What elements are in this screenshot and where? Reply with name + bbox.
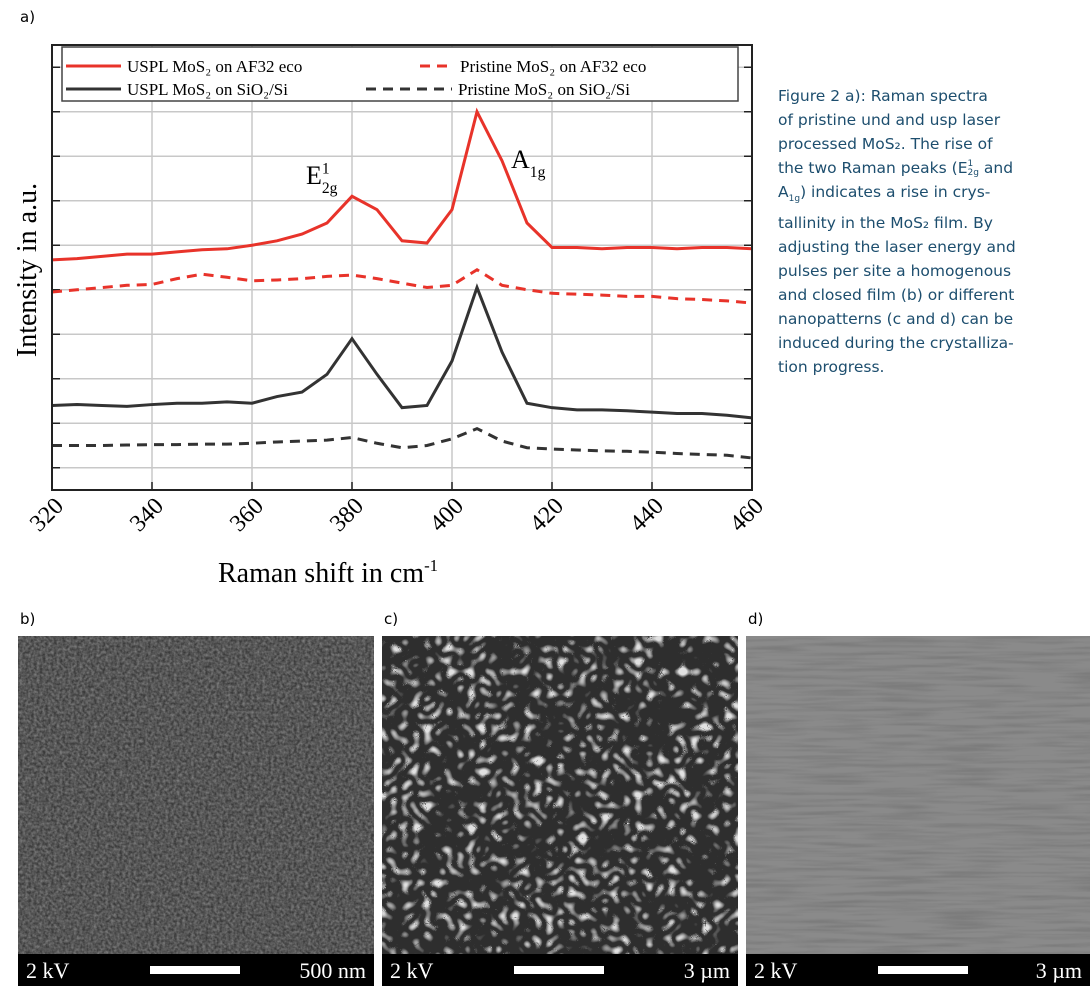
caption-text: nanopatterns (c and d) can be xyxy=(778,310,1013,328)
caption-line: tallinity in the MoS₂ film. By xyxy=(778,211,1088,235)
x-axis-label: Raman shift in cm-1 xyxy=(218,556,438,589)
legend-label: Pristine MoS₂ on AF32 eco xyxy=(460,57,646,76)
panel-label: d) xyxy=(748,610,763,628)
caption-text: of pristine und and usp laser xyxy=(778,111,1000,129)
y-axis-label: Intensity in a.u. xyxy=(12,183,43,357)
x-tick-label: 360 xyxy=(225,493,269,537)
caption-line: adjusting the laser energy and xyxy=(778,235,1088,259)
x-axis-label-main: Raman shift in cm xyxy=(218,558,424,589)
x-tick-label: 340 xyxy=(125,493,169,537)
caption-text: the two Raman peaks (E xyxy=(778,159,968,177)
scale-bar xyxy=(514,966,604,974)
caption-text: induced during the crystalliza- xyxy=(778,334,1014,352)
voltage-label: 2 kV xyxy=(754,958,798,983)
scale-label: 3 µm xyxy=(1036,958,1082,983)
annotation-sub: 2g xyxy=(322,180,338,197)
panel-label: b) xyxy=(20,610,35,628)
scale-bar xyxy=(150,966,240,974)
legend-label: Pristine MoS₂ on SiO₂/Si xyxy=(458,80,630,99)
x-axis-label-sup: -1 xyxy=(424,556,438,575)
page: a) 320 340 360 380 400 420 440 460 USPL MoS₂ on … xyxy=(0,0,1090,986)
voltage-label: 2 kV xyxy=(26,958,70,983)
caption-line: and closed film (b) or different xyxy=(778,283,1088,307)
annotation-sup: 1 xyxy=(322,161,330,178)
caption-text: processed MoS₂. The rise of xyxy=(778,135,993,153)
caption-line: processed MoS₂. The rise of xyxy=(778,132,1088,156)
caption-line: A1g) indicates a rise in crys- xyxy=(778,180,1088,211)
x-tick-label: 380 xyxy=(325,493,369,537)
caption-text: and closed film (b) or different xyxy=(778,286,1014,304)
annotation-main: A xyxy=(511,145,530,174)
caption-line: of pristine und and usp laser xyxy=(778,108,1088,132)
panel-label: c) xyxy=(384,610,398,628)
caption: Figure 2 a): Raman spectra of pristine un… xyxy=(778,84,1088,379)
caption-line: nanopatterns (c and d) can be xyxy=(778,307,1088,331)
annotation-sub: 1g xyxy=(530,164,546,181)
caption-text: Figure 2 a): Raman spectra xyxy=(778,87,988,105)
scale-bar xyxy=(878,966,968,974)
annotation-main: E xyxy=(306,161,322,190)
legend-label: USPL MoS₂ on AF32 eco xyxy=(127,57,302,76)
x-tick-label: 460 xyxy=(725,493,769,537)
x-tick-label: 420 xyxy=(525,493,569,537)
x-tick-label: 440 xyxy=(625,493,669,537)
caption-line: Figure 2 a): Raman spectra xyxy=(778,84,1088,108)
caption-line: pulses per site a homogenous xyxy=(778,259,1088,283)
caption-line: tion progress. xyxy=(778,355,1088,379)
sem-texture xyxy=(18,636,374,954)
voltage-label: 2 kV xyxy=(390,958,434,983)
sem-texture xyxy=(746,636,1090,954)
caption-text: ) indicates a rise in crys- xyxy=(800,183,990,201)
caption-sub: 2g xyxy=(968,169,979,178)
caption-text: tallinity in the MoS₂ film. By xyxy=(778,214,993,232)
caption-text: A xyxy=(778,183,789,201)
scale-label: 500 nm xyxy=(299,958,366,983)
caption-text: and xyxy=(979,159,1013,177)
caption-line: induced during the crystalliza- xyxy=(778,331,1088,355)
panel-label: a) xyxy=(20,8,35,26)
caption-text: adjusting the laser energy and xyxy=(778,238,1016,256)
caption-text: pulses per site a homogenous xyxy=(778,262,1011,280)
legend-label: USPL MoS₂ on SiO₂/Si xyxy=(127,80,288,99)
x-tick-label: 320 xyxy=(25,493,69,537)
caption-sub: 1g xyxy=(789,194,800,204)
caption-text: tion progress. xyxy=(778,358,884,376)
x-tick-label: 400 xyxy=(425,493,469,537)
scale-label: 3 µm xyxy=(684,958,730,983)
sem-texture xyxy=(382,636,738,954)
